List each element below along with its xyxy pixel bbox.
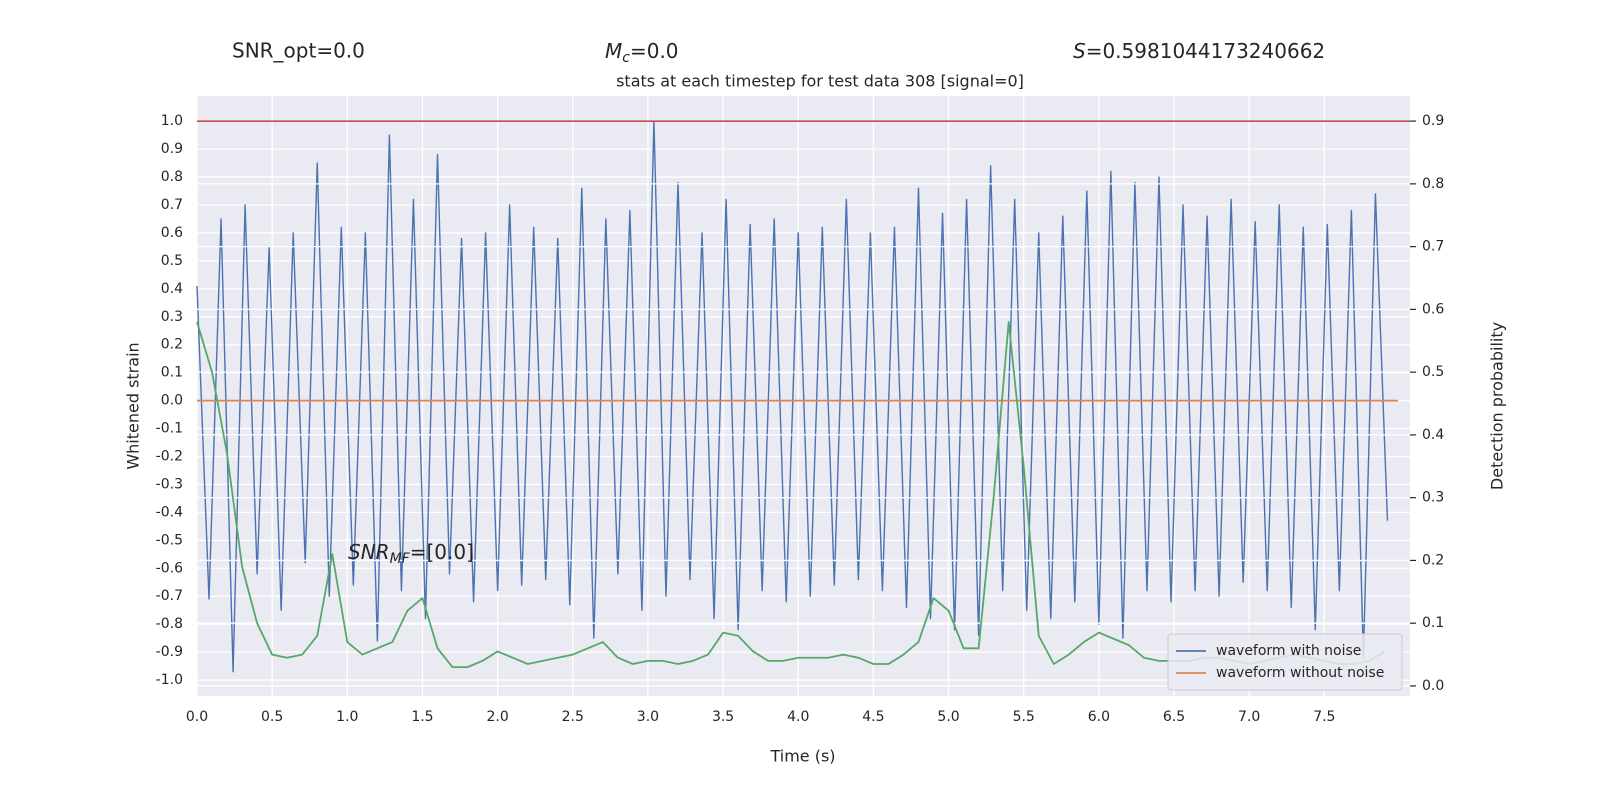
x-axis-label: Time (s): [769, 747, 835, 766]
y2-tick-label: 0.0: [1422, 678, 1444, 694]
legend-label: waveform without noise: [1216, 665, 1384, 681]
x-tick-label: 6.0: [1088, 709, 1110, 725]
y2-tick-label: 0.2: [1422, 552, 1444, 568]
snr-mf-rest: =[0.0]: [410, 540, 474, 564]
chart-title: stats at each timestep for test data 308…: [616, 72, 1024, 91]
y-tick-label: -1.0: [156, 672, 183, 688]
series-line: [196, 120, 1389, 673]
under-layer: [196, 96, 1410, 696]
y-tick-label: 0.5: [161, 253, 183, 269]
s-annotation: S=0.5981044173240662: [1073, 39, 1325, 63]
x-tick-label: 2.5: [562, 709, 584, 725]
y2-tick-label: 0.8: [1422, 176, 1444, 192]
x-tick-label: 1.5: [411, 709, 433, 725]
x-tick-label: 5.0: [937, 709, 959, 725]
mc-sub: c: [622, 50, 630, 66]
legend-box: [1167, 633, 1403, 691]
mc-annotation: Mc=0.0: [605, 39, 679, 67]
y-tick-label: -0.1: [156, 421, 183, 437]
x-tick-label: 3.5: [712, 709, 734, 725]
y2-tick-label: 0.7: [1422, 239, 1444, 255]
y-tick-label: -0.2: [156, 449, 183, 465]
mc-main: M: [605, 39, 622, 63]
x-tick-label: 0.5: [261, 709, 283, 725]
y2-tick-label: 0.3: [1422, 490, 1444, 506]
y-tick-label: 0.1: [161, 365, 183, 381]
x-tick-label: 4.0: [787, 709, 809, 725]
x-tick-label: 0.0: [186, 709, 208, 725]
snr-mf-main: SNR: [348, 540, 390, 564]
y2-tick-label: 0.5: [1422, 364, 1444, 380]
mc-rest: =0.0: [630, 39, 679, 63]
y-tick-label: -0.5: [156, 532, 183, 548]
y-tick-label: -0.9: [156, 644, 183, 660]
x-tick-label: 1.0: [336, 709, 358, 725]
x-tick-label: 5.5: [1013, 709, 1035, 725]
y2-axis-label: Detection probability: [1488, 322, 1507, 490]
y2-tick-label: 0.4: [1422, 427, 1444, 443]
y-tick-label: 0.8: [161, 169, 183, 185]
y-tick-label: 0.7: [161, 197, 183, 213]
y-tick-label: 0.2: [161, 337, 183, 353]
y-tick-label: 0.3: [161, 309, 183, 325]
y-tick-label: 0.9: [161, 141, 183, 157]
x-tick-label: 4.5: [862, 709, 884, 725]
y2-tick-label: 0.1: [1422, 615, 1444, 631]
x-tick-label: 7.0: [1238, 709, 1260, 725]
snr-opt: SNR_opt=0.0: [232, 39, 365, 63]
y2-tick-label: 0.6: [1422, 301, 1444, 317]
s-main: S: [1073, 39, 1086, 63]
snr-mf-annotation: SNRMF=[0.0]: [348, 540, 474, 568]
y-tick-label: 0.0: [161, 393, 183, 409]
y-tick-label: 0.4: [161, 281, 183, 297]
y-axis-label: Whitened strain: [124, 342, 143, 469]
x-tick-label: 7.5: [1313, 709, 1335, 725]
y2-tick-label: 0.9: [1422, 113, 1444, 129]
x-tick-label: 3.0: [637, 709, 659, 725]
legend-label: waveform with noise: [1216, 643, 1361, 659]
y-tick-label: -0.7: [156, 588, 183, 604]
s-rest: =0.5981044173240662: [1086, 39, 1325, 63]
y-tick-label: 0.6: [161, 225, 183, 241]
snr-mf-sub: MF: [390, 551, 411, 567]
y-tick-label: 1.0: [161, 113, 183, 129]
y-tick-label: -0.8: [156, 616, 183, 632]
y-tick-label: -0.4: [156, 504, 183, 520]
x-tick-label: 6.5: [1163, 709, 1185, 725]
x-tick-label: 2.0: [486, 709, 508, 725]
y-tick-label: -0.6: [156, 560, 183, 576]
y-tick-label: -0.3: [156, 476, 183, 492]
